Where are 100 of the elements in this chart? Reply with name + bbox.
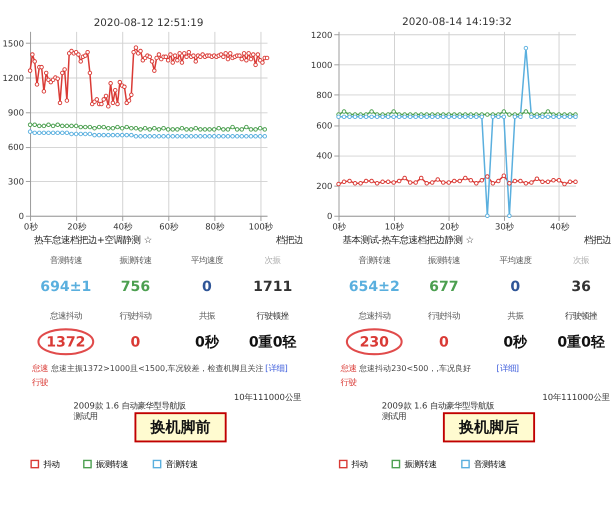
point: [408, 114, 412, 120]
point: [74, 124, 78, 128]
point: [463, 176, 468, 180]
point: [391, 114, 396, 120]
point: [55, 130, 60, 136]
text: 2009款 1.6 自动豪华型导航版: [382, 400, 494, 411]
point: [524, 109, 528, 114]
point: [386, 180, 390, 184]
text: 230: [360, 334, 390, 350]
point: [512, 114, 518, 120]
point: [413, 180, 418, 185]
text: [详细]: [496, 362, 520, 373]
point: [262, 127, 267, 132]
point: [524, 181, 528, 186]
point: [413, 114, 418, 120]
point: [74, 132, 78, 136]
point: [207, 127, 212, 132]
x-tick-label: 0秒: [24, 221, 38, 232]
point: [230, 124, 235, 130]
point: [562, 182, 567, 186]
text: 次振: [264, 254, 281, 265]
point: [529, 114, 534, 120]
point: [212, 134, 216, 138]
point: [529, 180, 534, 185]
point: [248, 134, 254, 138]
point: [562, 114, 567, 120]
text: 档把边: [583, 235, 612, 246]
point: [120, 132, 124, 138]
x-tick-label: 20秒: [440, 221, 459, 232]
point: [490, 114, 496, 120]
point: [480, 178, 484, 182]
point: [342, 180, 346, 184]
point: [202, 127, 208, 132]
point: [134, 134, 138, 138]
point: [110, 132, 116, 138]
point: [106, 126, 111, 130]
point: [568, 114, 572, 120]
text: 1711: [253, 278, 292, 295]
point: [50, 124, 56, 128]
point: [358, 114, 363, 120]
point: [234, 127, 240, 132]
x-tick-label: 30秒: [494, 221, 514, 232]
chart-title: 2020-08-14 14:19:32: [402, 16, 512, 28]
text: 0秒: [503, 334, 528, 350]
point: [258, 126, 262, 130]
point: [408, 180, 412, 185]
point: [134, 126, 138, 130]
point: [391, 180, 396, 185]
y-tick-label: 600: [316, 120, 332, 130]
point: [518, 178, 523, 184]
point: [28, 122, 32, 127]
point: [234, 134, 240, 138]
text: 热车怠速档把边+空调静测 ☆: [34, 235, 152, 246]
text: 振测转速: [119, 254, 152, 265]
point: [170, 127, 175, 132]
point: [546, 114, 550, 120]
y-tick-label: 200: [316, 180, 332, 191]
point: [468, 178, 474, 182]
point: [96, 132, 102, 138]
point: [364, 114, 368, 120]
point: [138, 127, 143, 132]
point: [166, 134, 170, 138]
point: [32, 130, 37, 136]
text: 次振: [573, 254, 590, 265]
point: [556, 114, 562, 120]
point: [485, 112, 490, 117]
y-tick-label: 1500: [2, 38, 24, 48]
text: 基本测试-热车怠速档把边静测 ☆: [342, 235, 474, 246]
legend-label: 音测转速: [166, 458, 198, 469]
text: 共振: [507, 310, 524, 320]
point: [101, 124, 106, 130]
point: [129, 126, 134, 130]
point: [253, 134, 258, 138]
point: [64, 124, 70, 128]
text: 怠速: [339, 362, 356, 373]
point: [194, 126, 198, 130]
point: [507, 112, 512, 117]
point: [83, 132, 88, 136]
point: [424, 181, 429, 186]
point: [262, 134, 267, 138]
point: [32, 122, 37, 127]
point: [480, 114, 484, 120]
point: [96, 124, 102, 130]
point: [142, 134, 148, 138]
text: 振测转速: [428, 254, 460, 265]
x-tick-label: 40秒: [550, 221, 569, 232]
text: 行驶: [32, 377, 48, 388]
point: [258, 134, 262, 138]
point: [226, 127, 230, 132]
y-tick-label: 0: [18, 211, 24, 222]
point: [463, 114, 468, 120]
text: 756: [120, 278, 150, 295]
text: 平均速度: [190, 254, 223, 265]
point: [60, 130, 65, 136]
point: [88, 124, 92, 130]
point: [551, 114, 556, 120]
x-tick-label: 10秒: [384, 221, 404, 232]
text: 0: [510, 278, 520, 295]
text: 10年111000公里: [234, 392, 301, 402]
point: [402, 176, 407, 180]
